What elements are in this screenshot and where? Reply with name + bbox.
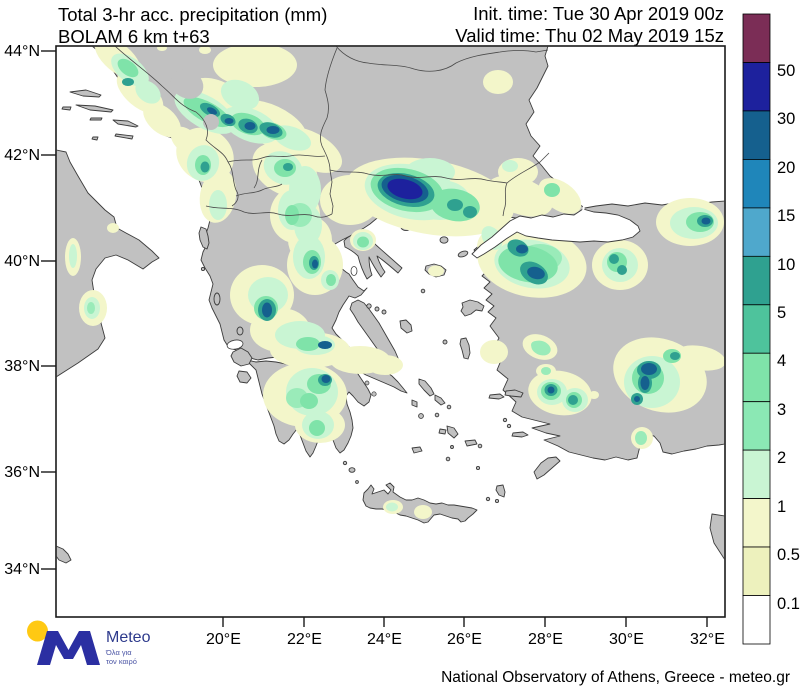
svg-text:Όλα για: Όλα για bbox=[105, 648, 132, 657]
svg-text:Meteo: Meteo bbox=[106, 629, 151, 646]
svg-text:τον καιρό: τον καιρό bbox=[106, 657, 137, 666]
